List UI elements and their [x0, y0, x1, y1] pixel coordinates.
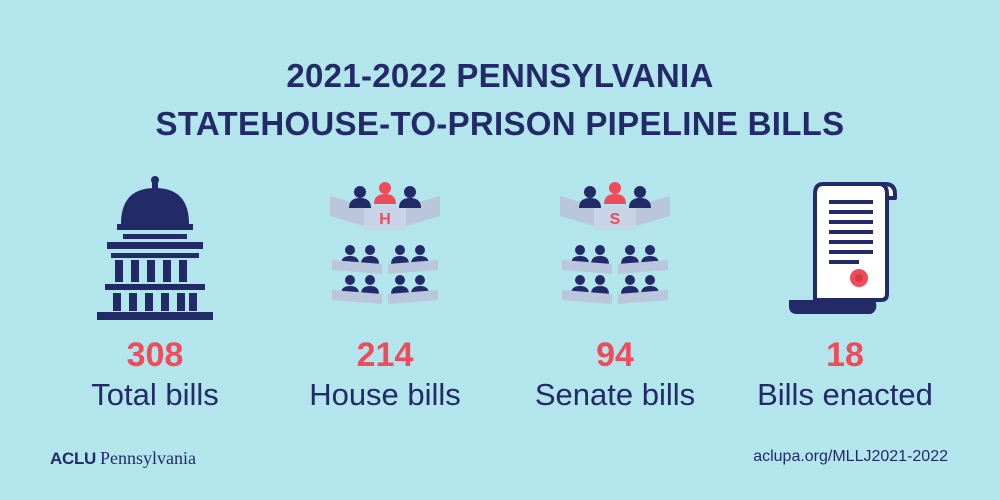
logo-aclu-text: ACLU [50, 449, 97, 468]
house-letter: H [379, 211, 391, 228]
title-line-2: STATEHOUSE-TO-PRISON PIPELINE BILLS [155, 105, 845, 142]
house-bills-count: 214 [356, 336, 414, 374]
footer-url: aclupa.org/MLLJ2021-2022 [753, 448, 948, 465]
title-line-1: 2021-2022 PENNSYLVANIA [286, 57, 714, 94]
house-bills-label: House bills [309, 377, 461, 412]
stat-house-bills: H 214 House [270, 172, 500, 414]
total-bills-label: Total bills [91, 377, 219, 412]
senate-chamber-icon: S [560, 182, 670, 304]
house-chamber-icon: H [330, 182, 440, 304]
stat-bills-enacted: 18 Bills enacted [730, 172, 960, 414]
stat-total-bills: 308 Total bills [40, 172, 270, 414]
page-title: 2021-2022 PENNSYLVANIA STATEHOUSE-TO-PRI… [0, 52, 1000, 148]
senate-bills-count: 94 [596, 336, 634, 374]
bills-enacted-count: 18 [826, 336, 864, 374]
senate-letter: S [610, 211, 621, 228]
scroll-document-icon [789, 182, 897, 314]
bills-enacted-label: Bills enacted [757, 377, 933, 412]
logo-state-text: Pennsylvania [100, 448, 197, 468]
stat-senate-bills: S 94 Senate bills [500, 172, 730, 414]
aclu-logo: ACLU Pennsylvania [50, 448, 196, 469]
capitol-building-icon [97, 176, 213, 320]
total-bills-count: 308 [126, 336, 184, 374]
senate-bills-label: Senate bills [534, 377, 696, 412]
